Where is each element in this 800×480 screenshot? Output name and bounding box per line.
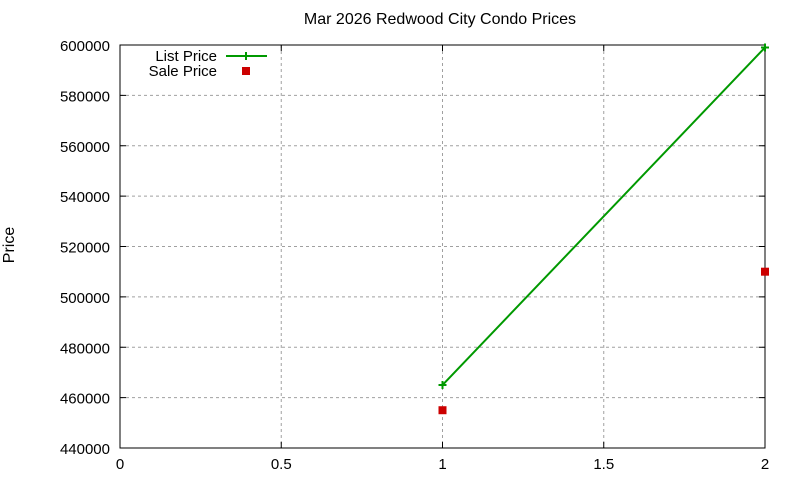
x-tick-label: 2 bbox=[761, 456, 769, 473]
x-tick-label: 1.5 bbox=[593, 456, 614, 473]
x-tick-label: 0 bbox=[116, 456, 124, 473]
y-tick-label: 540000 bbox=[60, 189, 110, 206]
legend-label: Sale Price bbox=[149, 63, 217, 80]
y-tick-label: 600000 bbox=[60, 38, 110, 55]
square-marker bbox=[761, 267, 769, 276]
chart-title: Mar 2026 Redwood City Condo Prices bbox=[303, 11, 577, 28]
y-tick-label: 480000 bbox=[60, 340, 110, 357]
square-marker bbox=[438, 406, 447, 415]
y-tick-label: 460000 bbox=[60, 391, 110, 408]
legend-label: List Price bbox=[155, 48, 217, 65]
plus-marker bbox=[438, 381, 447, 390]
y-tick-label: 500000 bbox=[60, 290, 110, 307]
gridlines bbox=[120, 45, 765, 448]
series-line bbox=[441, 46, 766, 386]
plus-marker bbox=[761, 43, 769, 52]
x-tick-label: 0.5 bbox=[271, 456, 292, 473]
plus-icon bbox=[242, 52, 250, 60]
square-icon bbox=[242, 67, 250, 75]
y-tick-label: 440000 bbox=[60, 441, 110, 458]
x-tick-label: 1 bbox=[438, 456, 446, 473]
data-series bbox=[438, 43, 769, 415]
axis-ticks: 440000 460000 480000 500000 520000 540000 5600… bbox=[60, 38, 769, 473]
y-tick-label: 520000 bbox=[60, 240, 110, 257]
y-tick-label: 580000 bbox=[60, 88, 110, 105]
y-tick-label: 560000 bbox=[60, 139, 110, 156]
